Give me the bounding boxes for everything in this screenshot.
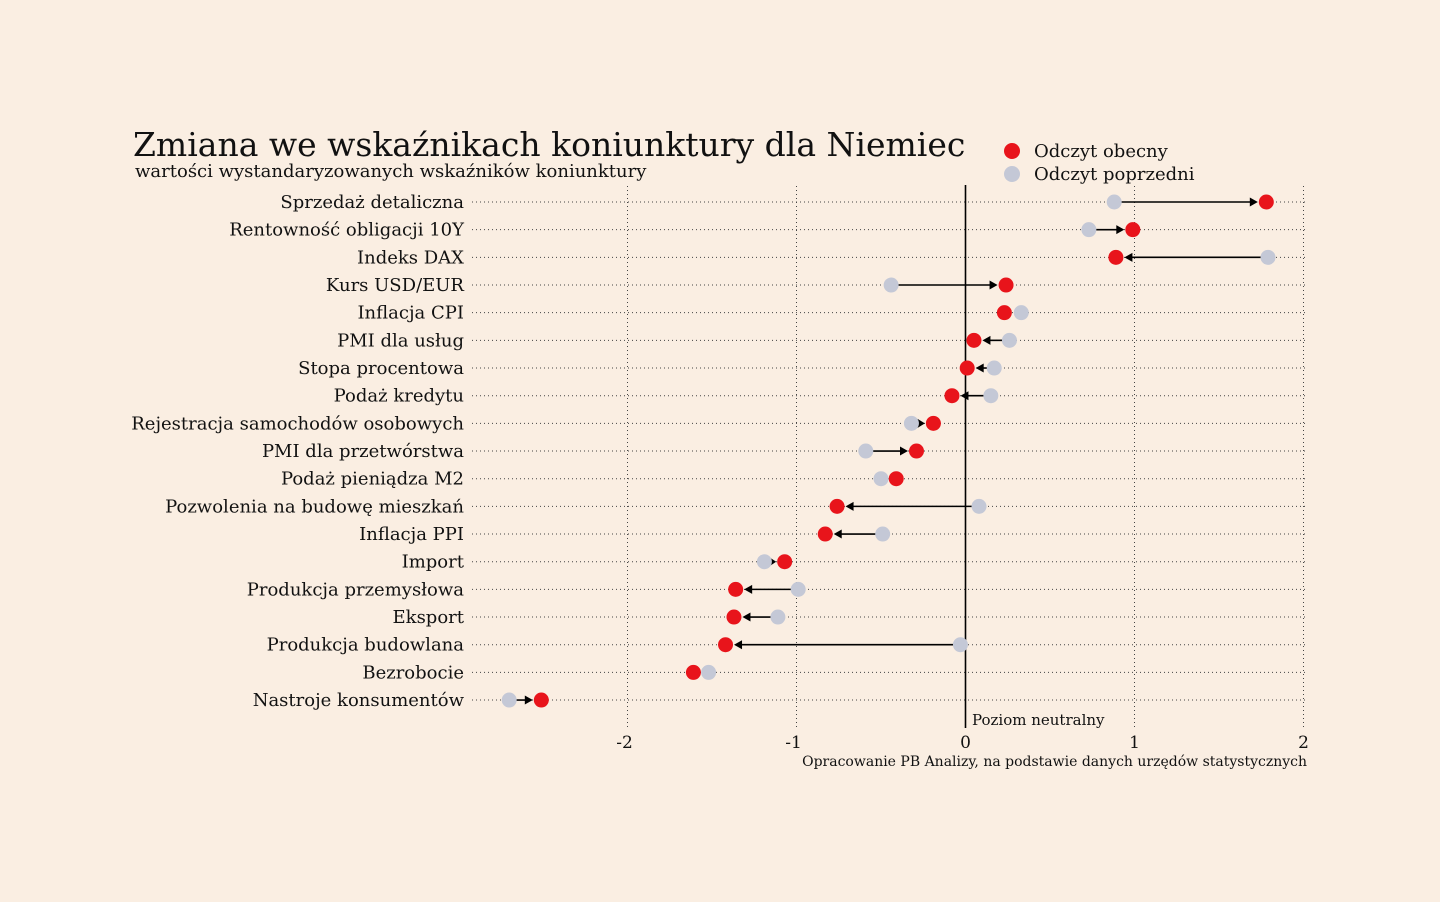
previous-point <box>770 609 786 625</box>
previous-point <box>1260 249 1276 265</box>
current-point <box>1125 222 1141 238</box>
current-point <box>908 443 924 459</box>
category-label: Produkcja przemysłowa <box>247 579 465 600</box>
x-tick-label: 0 <box>960 733 971 753</box>
current-point <box>718 637 734 653</box>
change-arrow-head <box>1116 225 1125 235</box>
x-tick-label: 1 <box>1129 733 1140 753</box>
category-label: Stopa procentowa <box>298 358 464 379</box>
category-label: Rejestracja samochodów osobowych <box>131 413 464 434</box>
legend-label: Odczyt poprzedni <box>1034 164 1195 185</box>
category-label: Pozwolenia na budowę mieszkań <box>165 496 464 517</box>
change-arrow-head <box>742 612 751 622</box>
change-arrow-head <box>960 391 969 401</box>
previous-point <box>971 498 987 514</box>
previous-point <box>903 415 919 431</box>
current-point <box>1258 194 1274 210</box>
previous-point <box>983 388 999 404</box>
current-point <box>685 664 701 680</box>
current-point <box>726 609 742 625</box>
category-label: Import <box>402 552 465 573</box>
chart-title: Zmiana we wskaźnikach koniunktury dla Ni… <box>133 125 965 164</box>
previous-point <box>1106 194 1122 210</box>
category-label: PMI dla usług <box>337 330 464 351</box>
previous-point <box>701 664 717 680</box>
change-arrow-head <box>917 418 925 428</box>
change-arrow-head <box>734 640 743 650</box>
current-point <box>959 360 975 376</box>
previous-point <box>952 637 968 653</box>
current-point <box>888 471 904 487</box>
category-label: Inflacja PPI <box>359 524 464 545</box>
source-note: Opracowanie PB Analizy, na podstawie dan… <box>802 754 1307 770</box>
x-tick-label: 2 <box>1298 733 1309 753</box>
reference-line-label: Poziom neutralny <box>972 711 1105 729</box>
previous-point <box>883 277 899 293</box>
current-point <box>728 581 744 597</box>
category-label: Bezrobocie <box>362 662 464 683</box>
legend-label: Odczyt obecny <box>1034 141 1169 162</box>
current-point <box>996 305 1012 321</box>
current-point <box>1108 249 1124 265</box>
previous-point <box>1001 332 1017 348</box>
current-point <box>829 498 845 514</box>
previous-points <box>501 194 1276 708</box>
change-arrows <box>515 197 1262 705</box>
previous-point <box>1081 222 1097 238</box>
previous-point <box>756 554 772 570</box>
category-label: Eksport <box>393 607 465 628</box>
previous-point <box>986 360 1002 376</box>
change-arrow-head <box>845 501 854 511</box>
current-points <box>533 194 1274 708</box>
previous-point <box>875 526 891 542</box>
category-label: Indeks DAX <box>357 247 464 268</box>
category-label: Podaż pieniądza M2 <box>281 469 464 490</box>
category-label: Sprzedaż detaliczna <box>280 192 464 213</box>
current-point <box>777 554 793 570</box>
previous-point <box>858 443 874 459</box>
category-label: Nastroje konsumentów <box>253 690 465 711</box>
current-point <box>925 415 941 431</box>
category-label: PMI dla przetwórstwa <box>262 441 464 462</box>
previous-point <box>790 581 806 597</box>
change-arrow-head <box>982 335 991 345</box>
x-tick-label: -1 <box>785 733 802 753</box>
category-label: Produkcja budowlana <box>267 635 465 656</box>
current-point <box>533 692 549 708</box>
previous-point <box>1013 305 1029 321</box>
current-point <box>817 526 833 542</box>
x-axis-ticks: -2 -1 0 1 2 <box>616 733 1309 753</box>
category-labels: Sprzedaż detaliczna Rentowność obligacji … <box>131 192 465 711</box>
category-label: Kurs USD/EUR <box>326 275 465 296</box>
category-label: Podaż kredytu <box>334 386 464 407</box>
change-arrow-head <box>744 584 753 594</box>
change-arrow-head <box>899 446 908 456</box>
change-arrow-head <box>989 280 998 290</box>
grid <box>472 186 1306 728</box>
change-arrow-head <box>1124 252 1133 262</box>
change-arrow-head <box>975 363 984 373</box>
legend-marker <box>1004 143 1020 159</box>
legend-marker <box>1004 166 1020 182</box>
change-arrow-head <box>524 695 533 705</box>
category-label: Inflacja CPI <box>357 303 464 324</box>
change-arrow-head <box>1249 197 1258 207</box>
chart-subtitle: wartości wystandaryzowanych wskaźników k… <box>135 161 647 182</box>
previous-point <box>501 692 517 708</box>
change-arrow-head <box>833 529 842 539</box>
current-point <box>966 332 982 348</box>
x-tick-label: -2 <box>616 733 633 753</box>
category-label: Rentowność obligacji 10Y <box>229 220 465 241</box>
current-point <box>944 388 960 404</box>
current-point <box>998 277 1014 293</box>
previous-point <box>873 471 889 487</box>
